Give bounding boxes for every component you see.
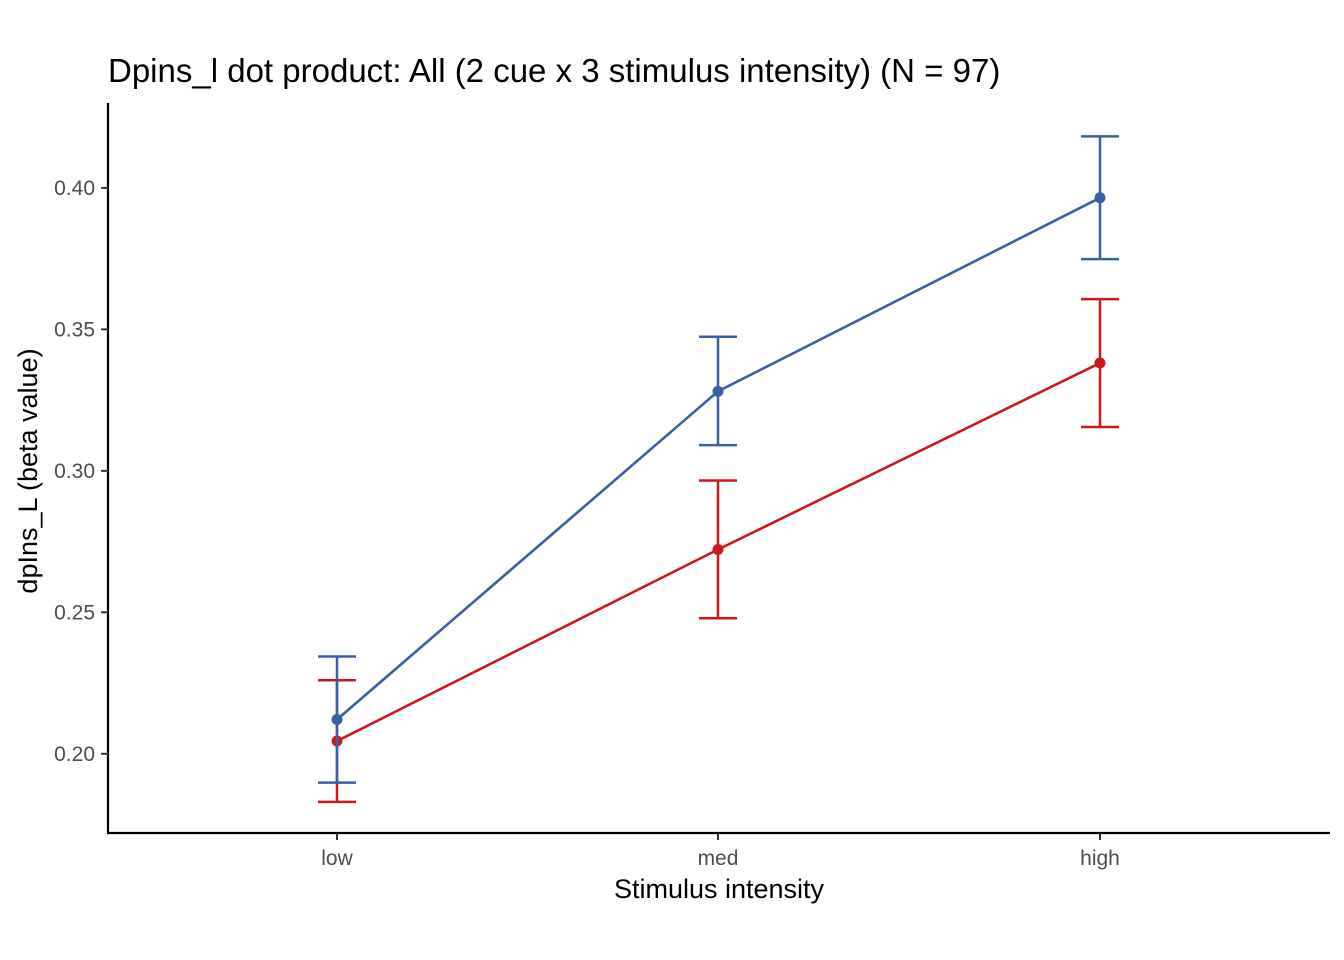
axes — [106, 103, 1330, 835]
x-tick-label: high — [1080, 847, 1120, 870]
chart-title: Dpins_l dot product: All (2 cue x 3 stim… — [108, 52, 1000, 89]
y-tick-label: 0.30 — [54, 460, 95, 483]
series-line — [336, 196, 1101, 721]
x-ticks: low med high — [321, 833, 1120, 870]
series-layer — [318, 135, 1119, 804]
y-tick-label: 0.35 — [54, 318, 95, 341]
y-tick-label: 0.40 — [54, 177, 95, 200]
x-tick-label: low — [321, 847, 353, 870]
y-tick-label: 0.25 — [54, 601, 95, 624]
data-point — [712, 385, 724, 397]
data-point — [1094, 357, 1106, 369]
series-1 — [318, 135, 1119, 784]
y-tick-label: 0.20 — [54, 743, 95, 766]
y-axis-title: dpIns_L (beta value) — [13, 348, 43, 593]
x-tick-label: med — [698, 847, 739, 870]
data-point — [331, 714, 343, 726]
data-point — [1094, 192, 1106, 204]
x-axis-title: Stimulus intensity — [614, 874, 825, 904]
data-point — [712, 543, 724, 555]
y-ticks: 0.20 0.25 0.30 0.35 0.40 — [54, 177, 108, 766]
